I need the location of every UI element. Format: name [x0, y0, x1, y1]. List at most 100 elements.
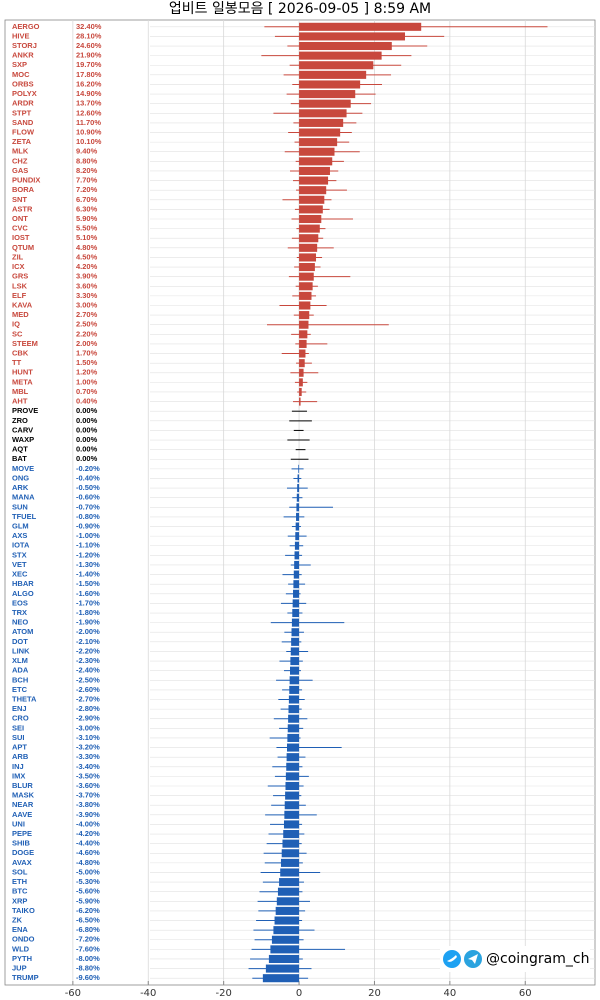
ticker-label: PEPE [12, 829, 32, 838]
change-label: -2.10% [76, 637, 100, 646]
change-label: 14.90% [76, 89, 102, 98]
change-bar [299, 301, 311, 310]
ticker-label: XLM [12, 656, 28, 665]
change-label: -1.60% [76, 589, 100, 598]
change-bar [296, 493, 300, 502]
change-bar [299, 70, 367, 79]
ticker-label: TFUEL [12, 512, 37, 521]
change-bar [299, 311, 310, 320]
change-bar [299, 253, 317, 262]
change-label: 5.90% [76, 214, 98, 223]
x-tick-label: -60 [65, 988, 81, 999]
change-label: -0.50% [76, 483, 100, 492]
change-label: -3.40% [76, 762, 100, 771]
change-bar [262, 974, 300, 983]
ticker-label: ADA [12, 666, 29, 675]
change-bar [297, 484, 300, 493]
ticker-label: ZK [12, 916, 23, 925]
change-label: 5.10% [76, 233, 98, 242]
change-label: -9.60% [76, 973, 100, 982]
change-bar [299, 80, 361, 89]
ticker-label: HBAR [12, 579, 34, 588]
ticker-label: MBL [12, 387, 29, 396]
change-bar [296, 512, 300, 521]
change-label: 21.90% [76, 51, 102, 60]
change-bar [299, 128, 341, 137]
ticker-label: SHIB [12, 839, 31, 848]
change-label: 1.00% [76, 377, 98, 386]
change-bar [294, 560, 300, 570]
change-bar [283, 830, 300, 839]
chart-title: 업비트 일봉모음 [ 2026-09-05 ] 8:59 AM [169, 1, 431, 17]
change-bar [274, 916, 300, 925]
ticker-label: ENJ [12, 704, 27, 713]
ticker-label: SEI [12, 723, 24, 732]
ticker-label: CRO [12, 714, 29, 723]
change-label: 4.50% [76, 252, 98, 261]
telegram-plane [468, 954, 478, 964]
change-bar [286, 753, 300, 762]
change-bar [299, 368, 304, 377]
change-label: 5.50% [76, 224, 98, 233]
change-label: 0.00% [76, 454, 98, 463]
change-label: -2.20% [76, 646, 100, 655]
change-bar [299, 397, 301, 406]
change-label: -2.80% [76, 704, 100, 713]
change-bar [279, 878, 300, 887]
ticker-label: SXP [12, 60, 27, 69]
ticker-label: UNI [12, 819, 25, 828]
change-bar [293, 589, 300, 598]
ticker-label: ARB [12, 752, 29, 761]
change-label: -3.80% [76, 800, 100, 809]
change-label: -2.50% [76, 675, 100, 684]
change-label: -1.40% [76, 570, 100, 579]
ticker-label: MANA [12, 493, 35, 502]
change-bar [287, 724, 300, 733]
ticker-label: ZIL [12, 252, 24, 261]
ticker-label: AAVE [12, 810, 32, 819]
change-label: 13.70% [76, 99, 102, 108]
ticker-label: AQT [12, 445, 28, 454]
change-label: -0.20% [76, 464, 100, 473]
change-label: -3.60% [76, 781, 100, 790]
change-bar [285, 781, 300, 791]
change-bar [299, 118, 344, 127]
change-label: 3.30% [76, 291, 98, 300]
ticker-label: BTC [12, 887, 28, 896]
change-label: -5.60% [76, 887, 100, 896]
change-bar [299, 282, 313, 291]
change-label: -5.90% [76, 896, 100, 905]
ticker-label: EOS [12, 598, 28, 607]
ticker-label: AVAX [12, 858, 32, 867]
change-bar [299, 359, 305, 368]
ticker-label: GAS [12, 166, 28, 175]
change-bar [273, 926, 300, 935]
change-bar [299, 22, 422, 31]
ticker-label: DOGE [12, 848, 34, 857]
change-bar [295, 522, 300, 531]
twitter-bird [447, 955, 457, 962]
change-label: 8.80% [76, 156, 98, 165]
ticker-label: TAIKO [12, 906, 35, 915]
ticker-label: WAXP [12, 435, 34, 444]
change-label: -2.70% [76, 694, 100, 703]
change-bar [299, 330, 308, 339]
change-bar [299, 214, 322, 224]
ticker-label: XRP [12, 896, 27, 905]
change-label: 8.20% [76, 166, 98, 175]
change-bar [299, 176, 329, 185]
change-label: 9.40% [76, 147, 98, 156]
change-bar [288, 714, 300, 723]
change-label: -2.30% [76, 656, 100, 665]
ticker-label: ANKR [12, 51, 34, 60]
change-label: -6.20% [76, 906, 100, 915]
change-bar [287, 733, 300, 742]
change-bar [291, 618, 300, 627]
change-bar [299, 90, 356, 99]
change-bar [298, 464, 300, 473]
change-bar [299, 349, 306, 358]
change-bar [299, 99, 351, 108]
change-label: -0.70% [76, 502, 100, 511]
ticker-label: IOST [12, 233, 30, 242]
change-bar [281, 849, 300, 858]
